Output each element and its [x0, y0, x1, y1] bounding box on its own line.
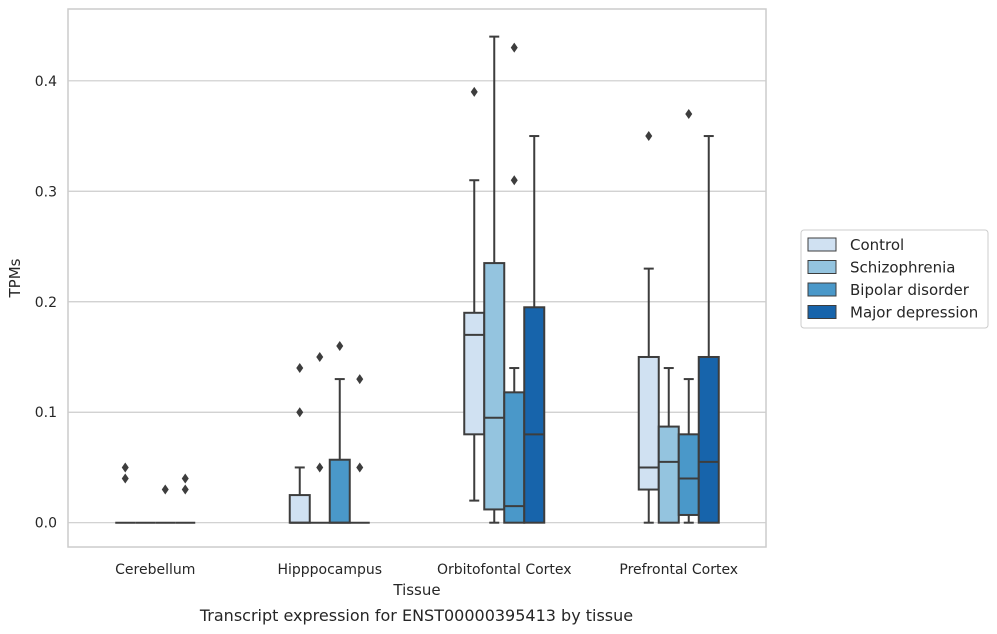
y-tick-label: 0.3	[35, 184, 57, 200]
box-body	[503, 391, 526, 524]
box-bipolar-disorder	[677, 108, 700, 524]
box-control	[637, 131, 660, 524]
x-tick-label: Prefrontal Cortex	[619, 562, 738, 578]
legend-label: Bipolar disorder	[850, 281, 970, 299]
box-body	[657, 425, 680, 524]
outlier-point	[356, 462, 364, 473]
outlier-point	[645, 131, 653, 142]
outlier-point	[470, 86, 478, 97]
plot-frame	[67, 8, 767, 548]
outlier-point	[510, 42, 518, 53]
outlier-point	[336, 340, 344, 351]
box-bipolar-disorder	[503, 42, 526, 524]
box-body	[483, 262, 506, 511]
box-body	[288, 494, 311, 524]
box-major-depression	[523, 135, 546, 524]
legend-label: Schizophrenia	[850, 259, 955, 277]
y-tick-label: 0.2	[35, 295, 57, 311]
box-bipolar-disorder	[155, 484, 176, 524]
box-body	[523, 306, 546, 524]
legend-swatch	[807, 305, 837, 319]
outlier-point	[161, 484, 169, 495]
box-control	[288, 363, 311, 524]
axes: 0.0 0.1 0.2 0.3 0.4 Cerebellum Hipppocampus Orb…	[6, 8, 767, 599]
x-tick-label: Orbitofontal Cortex	[437, 562, 572, 578]
box-body	[463, 311, 486, 436]
outlier-point	[316, 462, 324, 473]
box-body	[697, 355, 720, 524]
box-schizophrenia	[657, 367, 680, 524]
box-body	[677, 433, 700, 516]
box-major-depression	[175, 473, 196, 524]
outlier-point	[181, 473, 189, 484]
legend-swatch	[807, 237, 837, 252]
legend-swatch	[807, 282, 837, 297]
outlier-point	[121, 462, 129, 473]
y-tick-label: 0.0	[35, 516, 57, 532]
box-control	[463, 86, 486, 502]
box-body	[637, 355, 660, 491]
y-tick-label: 0.1	[35, 405, 57, 421]
outlier-point	[181, 484, 189, 495]
legend-label: Major depression	[850, 304, 978, 322]
x-tick-label: Hipppocampus	[277, 562, 382, 578]
legend: Control Schizophrenia Bipolar disorder Majo…	[800, 229, 989, 329]
outlier-point	[316, 351, 324, 362]
chart-caption: Transcript expression for ENST0000039541…	[199, 606, 634, 625]
x-tick-label: Cerebellum	[115, 562, 195, 578]
outlier-point	[685, 108, 693, 119]
legend-label: Control	[850, 236, 904, 254]
legend-swatch	[807, 260, 837, 274]
outlier-point	[296, 407, 304, 418]
outlier-point	[510, 175, 518, 186]
legend-frame	[800, 229, 989, 329]
box-major-depression	[697, 135, 720, 524]
box-schizophrenia	[483, 35, 506, 524]
box-bipolar-disorder	[328, 340, 351, 524]
outlier-point	[356, 374, 364, 385]
boxes	[115, 35, 720, 524]
box-body	[328, 458, 351, 524]
y-axis-label: TPMs	[6, 258, 24, 298]
box-major-depression	[349, 374, 370, 524]
x-axis-label: Tissue	[392, 581, 440, 599]
outlier-point	[121, 473, 129, 484]
box-control	[115, 462, 136, 524]
box-schizophrenia	[309, 351, 330, 524]
y-tick-label: 0.4	[35, 74, 57, 90]
outlier-point	[296, 363, 304, 374]
